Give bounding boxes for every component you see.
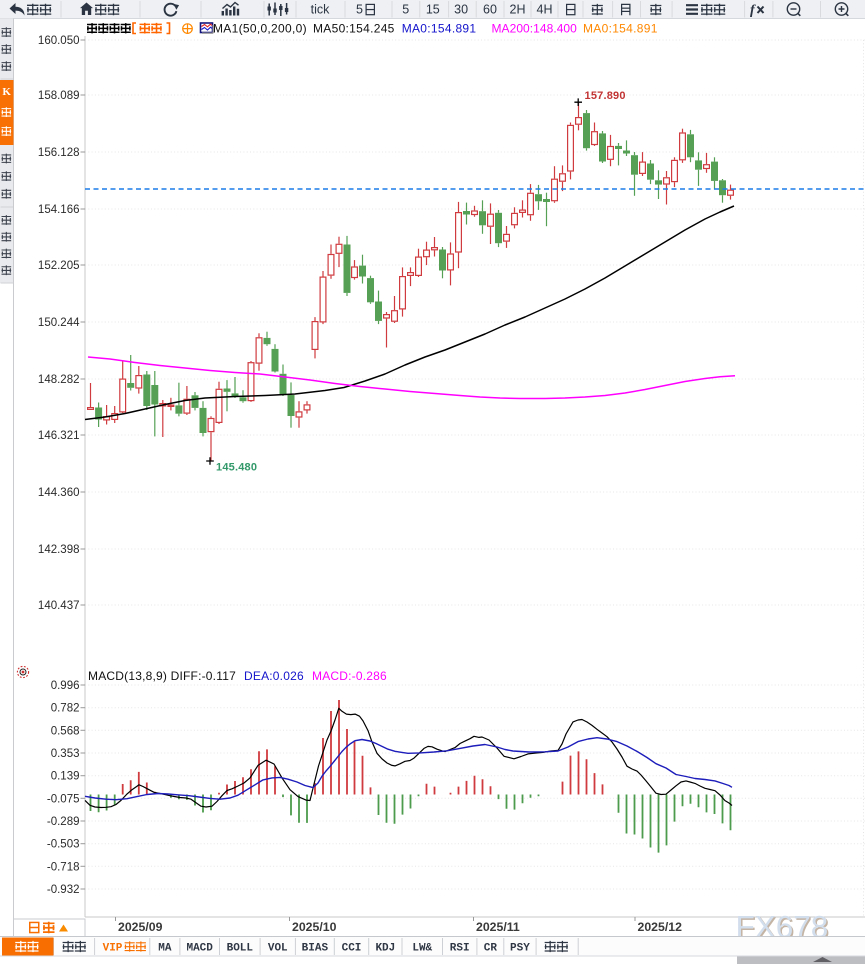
svg-text:RSI: RSI (450, 943, 470, 955)
svg-text:MA0:154.891: MA0:154.891 (402, 21, 477, 35)
svg-text:MA200:148.400: MA200:148.400 (492, 21, 578, 35)
svg-text:2025/09: 2025/09 (118, 920, 163, 934)
svg-text:140.437: 140.437 (38, 600, 80, 612)
svg-text:-0.932: -0.932 (47, 884, 80, 896)
svg-text:0.782: 0.782 (51, 703, 80, 715)
svg-text:152.205: 152.205 (38, 260, 80, 272)
svg-text:tick: tick (311, 3, 331, 17)
svg-text:-0.289: -0.289 (47, 816, 80, 828)
svg-text:MA: MA (158, 943, 172, 955)
svg-text:158.089: 158.089 (38, 90, 80, 102)
svg-text:154.166: 154.166 (38, 204, 80, 216)
svg-text:2H: 2H (510, 3, 526, 17)
svg-text:5: 5 (402, 3, 409, 17)
svg-text:MA0:154.891: MA0:154.891 (583, 21, 658, 35)
svg-text:MACD: MACD (186, 943, 213, 955)
svg-text:K: K (2, 86, 11, 98)
svg-text:156.128: 156.128 (38, 147, 80, 159)
svg-text:0.353: 0.353 (51, 748, 80, 760)
svg-text:MA50:154.245: MA50:154.245 (313, 21, 395, 35)
svg-text:2025/10: 2025/10 (292, 920, 337, 934)
svg-text:142.398: 142.398 (38, 544, 80, 556)
svg-text:60: 60 (483, 3, 497, 17)
svg-text:BOLL: BOLL (227, 943, 254, 955)
svg-text:KDJ: KDJ (375, 943, 395, 955)
svg-text:146.321: 146.321 (38, 430, 80, 442)
svg-text:MA1(50,0,200,0): MA1(50,0,200,0) (213, 21, 307, 35)
svg-text:CCI: CCI (342, 943, 362, 955)
svg-text:VIP: VIP (103, 943, 123, 955)
svg-text:157.890: 157.890 (585, 90, 626, 102)
svg-text:2025/11: 2025/11 (476, 920, 520, 934)
svg-text:PSY: PSY (510, 943, 530, 955)
svg-text:MACD(13,8,9) DIFF:-0.117: MACD(13,8,9) DIFF:-0.117 (88, 669, 236, 683)
svg-text:15: 15 (426, 3, 440, 17)
svg-text:150.244: 150.244 (38, 317, 80, 329)
svg-text:4H: 4H (537, 3, 553, 17)
svg-text:5: 5 (356, 3, 363, 17)
svg-text:VOL: VOL (268, 943, 288, 955)
svg-text:0.996: 0.996 (51, 680, 80, 692)
svg-text:BIAS: BIAS (302, 943, 329, 955)
svg-text:DEA:0.026: DEA:0.026 (244, 669, 304, 683)
svg-text:CR: CR (484, 943, 498, 955)
svg-text:0.139: 0.139 (51, 771, 80, 783)
svg-text:2025/12: 2025/12 (638, 920, 683, 934)
svg-text:144.360: 144.360 (38, 487, 80, 499)
svg-text:148.282: 148.282 (38, 374, 80, 386)
svg-text:-0.075: -0.075 (47, 793, 80, 805)
svg-text:0.568: 0.568 (51, 725, 80, 737)
svg-text:LW&: LW& (412, 943, 432, 955)
svg-text:MACD:-0.286: MACD:-0.286 (312, 669, 387, 683)
svg-text:30: 30 (454, 3, 468, 17)
svg-text:-0.718: -0.718 (47, 861, 80, 873)
svg-text:160.050: 160.050 (38, 35, 80, 47)
svg-text:-0.503: -0.503 (47, 839, 80, 851)
svg-text:145.480: 145.480 (216, 462, 257, 474)
svg-text:f: f (750, 3, 756, 18)
